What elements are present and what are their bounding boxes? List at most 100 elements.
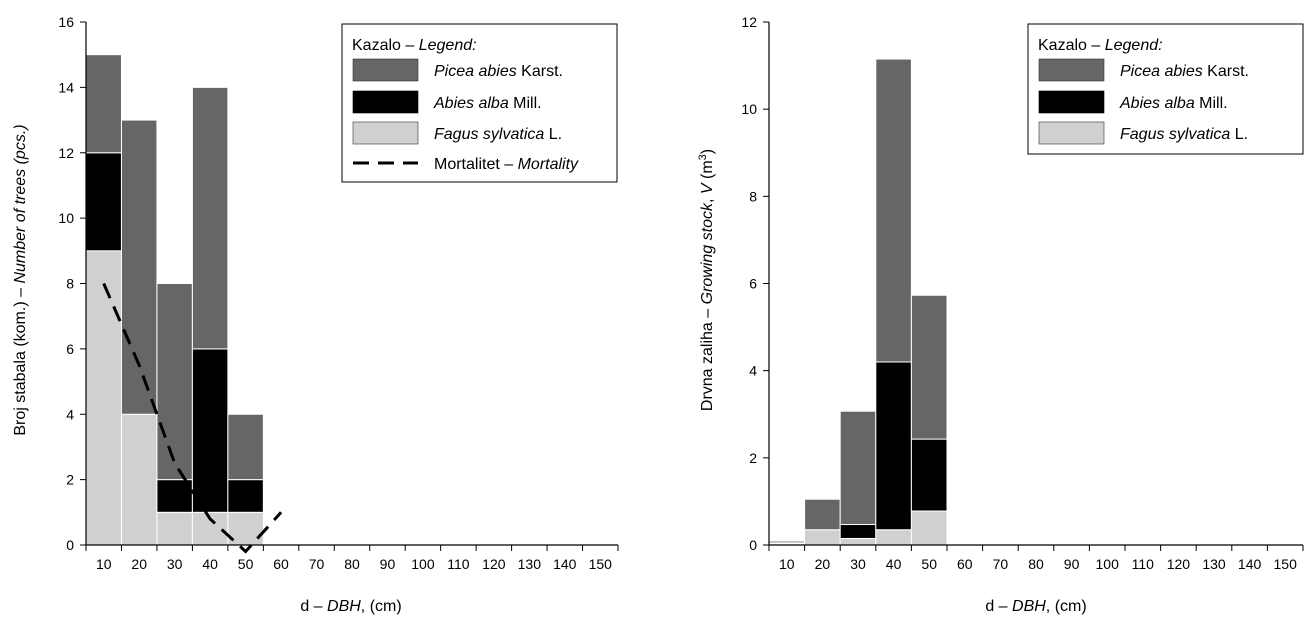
bar-picea-50 bbox=[227, 413, 264, 481]
y-tick-label-6: 6 bbox=[749, 276, 757, 292]
bar-picea-30 bbox=[156, 283, 193, 481]
x-tick-label-10: 10 bbox=[779, 556, 795, 572]
legend-swatch-fagus bbox=[1038, 121, 1105, 145]
bar-picea-40 bbox=[875, 58, 912, 363]
right-x-axis-label: d – DBH, (cm) bbox=[985, 598, 1086, 615]
y-tick-label-4: 4 bbox=[749, 363, 757, 379]
bar-abies-10 bbox=[85, 152, 122, 252]
x-tick-label-100: 100 bbox=[1096, 556, 1120, 572]
bar-fagus-40 bbox=[875, 529, 912, 546]
x-tick-label-140: 140 bbox=[1238, 556, 1262, 572]
legend-swatch-picea bbox=[1038, 58, 1105, 82]
bar-fagus-20 bbox=[120, 413, 158, 546]
y-tick-label-4: 4 bbox=[66, 406, 74, 422]
x-tick-label-30: 30 bbox=[167, 556, 183, 572]
x-tick-label-100: 100 bbox=[411, 556, 435, 572]
legend-swatch-abies bbox=[1038, 90, 1105, 114]
left-y-axis-label: Broj stabala (kom.) – Number of trees (p… bbox=[12, 124, 29, 435]
y-tick-label-0: 0 bbox=[749, 537, 757, 553]
x-tick-label-20: 20 bbox=[815, 556, 831, 572]
bar-fagus-50 bbox=[910, 510, 948, 546]
x-tick-label-60: 60 bbox=[957, 556, 973, 572]
bar-fagus-10 bbox=[85, 250, 122, 546]
legend-label-fagus: Fagus sylvatica L. bbox=[1120, 126, 1248, 143]
y-tick-label-16: 16 bbox=[58, 14, 74, 30]
x-tick-label-120: 120 bbox=[482, 556, 506, 572]
x-tick-label-70: 70 bbox=[993, 556, 1009, 572]
legend-swatch-picea bbox=[352, 58, 419, 82]
x-tick-label-30: 30 bbox=[850, 556, 866, 572]
x-tick-label-80: 80 bbox=[1028, 556, 1044, 572]
left-legend-title: Kazalo – Legend: bbox=[352, 37, 477, 54]
x-tick-label-150: 150 bbox=[1274, 556, 1298, 572]
x-tick-label-60: 60 bbox=[273, 556, 289, 572]
bar-picea-10 bbox=[85, 54, 122, 154]
bar-abies-30 bbox=[839, 524, 877, 539]
legend-label-abies: Abies alba Mill. bbox=[433, 95, 542, 112]
mortality-line bbox=[102, 282, 283, 554]
x-tick-label-110: 110 bbox=[447, 556, 470, 572]
legend-label-fagus: Fagus sylvatica L. bbox=[434, 126, 562, 143]
x-tick-label-80: 80 bbox=[344, 556, 360, 572]
bar-abies-40 bbox=[191, 348, 229, 513]
right-bars bbox=[768, 58, 948, 546]
left-x-axis-label: d – DBH, (cm) bbox=[300, 598, 401, 615]
x-tick-label-10: 10 bbox=[96, 556, 112, 572]
y-tick-label-2: 2 bbox=[66, 472, 74, 488]
x-tick-label-150: 150 bbox=[589, 556, 613, 572]
legend-label-picea: Picea abies Karst. bbox=[434, 63, 563, 80]
legend-swatch-fagus bbox=[352, 121, 419, 145]
bar-fagus-30 bbox=[839, 537, 877, 546]
bar-picea-50 bbox=[910, 294, 948, 440]
x-tick-label-70: 70 bbox=[309, 556, 325, 572]
x-tick-label-40: 40 bbox=[886, 556, 902, 572]
right-y-ticks: 0 2 4 6 8 10 12 bbox=[741, 14, 769, 553]
left-x-ticks: 10 20 30 40 50 60 70 80 90 100 110 120 130 140 150 bbox=[85, 545, 619, 572]
y-tick-label-12: 12 bbox=[58, 145, 74, 161]
right-x-ticks: 10 20 30 40 50 60 70 80 90 100 110 120 130 140 150 bbox=[768, 545, 1304, 572]
y-tick-label-14: 14 bbox=[58, 79, 74, 95]
bar-picea-40 bbox=[191, 86, 229, 350]
legend-label-abies: Abies alba Mill. bbox=[1119, 95, 1228, 112]
left-y-ticks: 0 2 4 6 8 10 12 14 16 bbox=[58, 14, 86, 553]
x-tick-label-40: 40 bbox=[202, 556, 218, 572]
y-tick-label-10: 10 bbox=[58, 210, 74, 226]
x-tick-label-130: 130 bbox=[518, 556, 542, 572]
left-bars bbox=[85, 54, 264, 546]
legend-label-mortality: Mortalitet – Mortality bbox=[434, 156, 579, 173]
x-tick-label-110: 110 bbox=[1132, 556, 1155, 572]
bar-picea-30 bbox=[839, 410, 877, 526]
y-tick-label-6: 6 bbox=[66, 341, 74, 357]
y-tick-label-8: 8 bbox=[749, 188, 757, 204]
legend-label-picea: Picea abies Karst. bbox=[1120, 63, 1249, 80]
x-tick-label-90: 90 bbox=[380, 556, 396, 572]
x-tick-label-120: 120 bbox=[1167, 556, 1191, 572]
chart-right: 10 20 30 40 50 60 70 80 90 100 110 120 130 140 150 0 2 4… bbox=[697, 14, 1304, 615]
bar-abies-30 bbox=[156, 479, 193, 513]
right-legend: Kazalo – Legend: Picea abies Karst. Abie… bbox=[1027, 23, 1304, 155]
bar-abies-50 bbox=[910, 438, 948, 512]
y-tick-label-10: 10 bbox=[741, 101, 757, 117]
bar-picea-20 bbox=[120, 119, 158, 415]
y-tick-label-8: 8 bbox=[66, 276, 74, 292]
x-tick-label-50: 50 bbox=[238, 556, 254, 572]
y-tick-label-0: 0 bbox=[66, 537, 74, 553]
x-tick-label-20: 20 bbox=[131, 556, 147, 572]
bar-abies-40 bbox=[875, 361, 912, 531]
legend-swatch-abies bbox=[352, 90, 419, 114]
bar-picea-20 bbox=[804, 498, 841, 531]
x-tick-label-140: 140 bbox=[553, 556, 577, 572]
y-tick-label-12: 12 bbox=[741, 14, 757, 30]
x-tick-label-90: 90 bbox=[1064, 556, 1080, 572]
bar-fagus-20 bbox=[804, 529, 841, 546]
y-tick-label-2: 2 bbox=[749, 450, 757, 466]
right-legend-title: Kazalo – Legend: bbox=[1038, 37, 1163, 54]
bar-picea-10 bbox=[768, 540, 806, 544]
chart-left: 10 20 30 40 50 60 70 80 90 100 110 120 130 140 150 0 2 4… bbox=[12, 14, 619, 615]
bar-fagus-30 bbox=[156, 511, 193, 546]
right-y-axis-label: Drvna zaliha – Growing stock, V (m3) bbox=[697, 149, 716, 411]
x-tick-label-130: 130 bbox=[1202, 556, 1226, 572]
x-tick-label-50: 50 bbox=[921, 556, 937, 572]
bar-abies-50 bbox=[227, 479, 264, 513]
